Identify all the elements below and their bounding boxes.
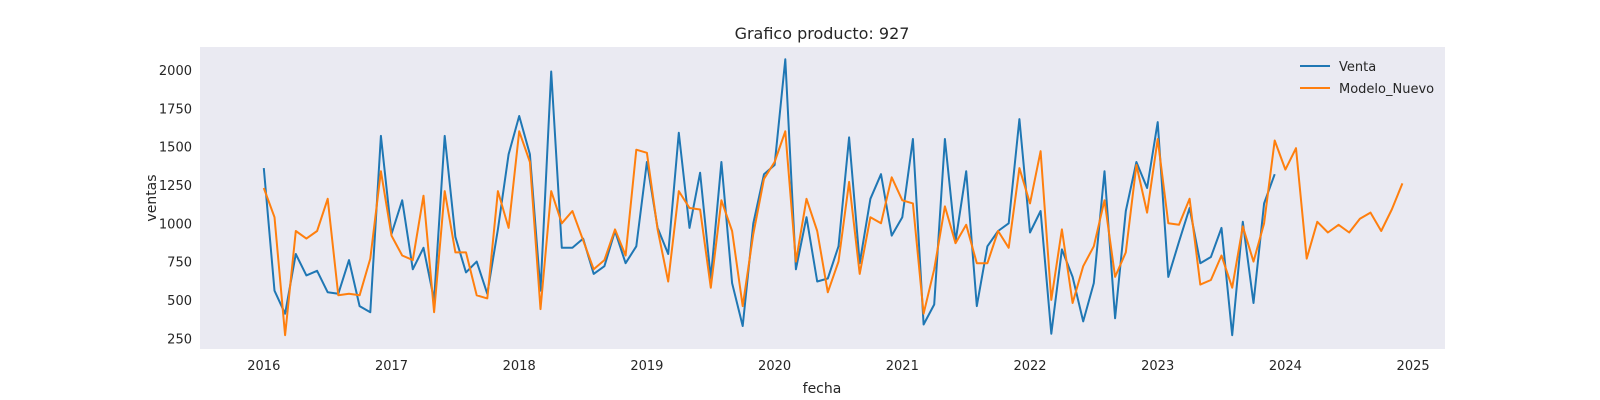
x-axis-title: fecha	[803, 381, 842, 397]
x-tick-label: 2025	[1397, 359, 1430, 374]
x-tick-label: 2022	[1013, 359, 1046, 374]
y-tick-label: 1250	[159, 179, 192, 194]
x-tick-label: 2018	[503, 359, 536, 374]
y-tick-label: 500	[167, 294, 192, 309]
x-tick-labels: 2016 2017 2018 2019 2020 2021 2022 2023 2024 2025	[247, 359, 1429, 374]
y-tick-label: 1750	[159, 102, 192, 117]
y-axis-title: ventas	[144, 174, 160, 221]
series-layer	[262, 58, 1404, 337]
legend: Venta Modelo_Nuevo	[1300, 60, 1434, 97]
plot-area	[200, 47, 1445, 349]
chart-title: Grafico producto: 927	[735, 24, 910, 43]
legend-label-venta: Venta	[1339, 60, 1376, 75]
x-tick-label: 2019	[630, 359, 663, 374]
x-tick-label: 2017	[375, 359, 408, 374]
legend-label-modelo-nuevo: Modelo_Nuevo	[1339, 82, 1434, 97]
y-tick-label: 2000	[159, 64, 192, 79]
series-line-modelo-nuevo	[262, 130, 1404, 337]
x-tick-label: 2023	[1141, 359, 1174, 374]
y-tick-label: 250	[167, 332, 192, 347]
x-tick-label: 2020	[758, 359, 791, 374]
x-tick-label: 2024	[1269, 359, 1302, 374]
y-tick-label: 1500	[159, 141, 192, 156]
y-tick-labels: 250 500 750 1000 1250 1500 1750 2000	[159, 64, 192, 347]
x-tick-label: 2021	[886, 359, 919, 374]
x-tick-label: 2016	[247, 359, 280, 374]
y-tick-label: 750	[167, 256, 192, 271]
y-tick-label: 1000	[159, 217, 192, 232]
